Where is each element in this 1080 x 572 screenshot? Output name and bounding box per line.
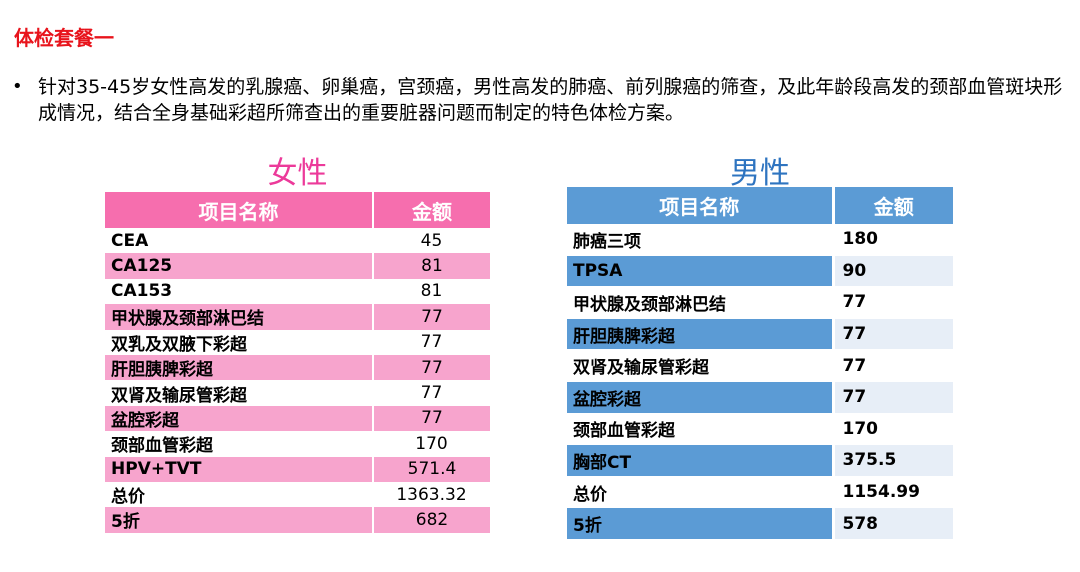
item-name: 双乳及双腋下彩超 [105, 329, 373, 355]
item-amount: 77 [373, 380, 490, 406]
item-name: 颈部血管彩超 [567, 413, 835, 446]
item-name: CEA [105, 228, 373, 254]
description-bullet: • 针对35-45岁女性高发的乳腺癌、卵巢癌，宫颈癌，男性高发的肺癌、前列腺癌的… [12, 74, 1072, 126]
page-title: 体检套餐一 [14, 26, 114, 50]
table-row: HPV+TVT 571.4 [105, 456, 490, 482]
item-amount: 81 [373, 253, 490, 279]
item-amount: 81 [373, 278, 490, 305]
item-name: CA153 [105, 278, 373, 305]
male-col-amount: 金额 [833, 187, 953, 224]
item-name: 5折 [105, 507, 374, 533]
bullet-icon: • [12, 76, 23, 97]
table-row: 5折 682 [105, 507, 490, 533]
female-table-header: 项目名称 金额 [105, 192, 490, 228]
item-amount: 45 [373, 228, 490, 254]
female-col-amount: 金额 [373, 192, 490, 228]
table-row: 甲状腺及颈部淋巴结 77 [105, 304, 490, 330]
item-name: 甲状腺及颈部淋巴结 [105, 304, 374, 330]
item-amount: 77 [373, 354, 490, 381]
table-row: 肺癌三项 180 [567, 224, 953, 256]
male-col-name: 项目名称 [567, 187, 835, 224]
table-row: 盆腔彩超 77 [105, 405, 490, 432]
item-amount: 77 [373, 329, 490, 355]
item-name: 肺癌三项 [567, 224, 835, 256]
item-amount: 180 [833, 224, 953, 256]
item-amount: 77 [833, 318, 953, 351]
table-row: 甲状腺及颈部淋巴结 77 [567, 286, 953, 319]
item-name: 总价 [567, 476, 835, 509]
table-row: 双肾及输尿管彩超 77 [105, 380, 490, 406]
table-row: 5折 578 [567, 507, 953, 540]
item-amount: 682 [373, 507, 490, 533]
item-name: TPSA [567, 255, 835, 288]
table-row: 盆腔彩超 77 [567, 381, 953, 414]
table-row: 胸部CT 375.5 [567, 444, 953, 477]
item-amount: 1363.32 [373, 481, 490, 508]
item-name: 肝胆胰脾彩超 [567, 318, 835, 351]
item-name: 双肾及输尿管彩超 [567, 349, 835, 382]
item-amount: 375.5 [833, 444, 953, 477]
item-amount: 170 [373, 431, 490, 457]
table-row: CA153 81 [105, 278, 490, 305]
item-name: 双肾及输尿管彩超 [105, 380, 373, 406]
item-name: 总价 [105, 481, 373, 508]
item-name: 肝胆胰脾彩超 [105, 354, 374, 381]
table-row: 肝胆胰脾彩超 77 [567, 318, 953, 351]
item-name: HPV+TVT [105, 456, 374, 482]
item-name: 盆腔彩超 [105, 405, 374, 432]
item-name: 盆腔彩超 [567, 381, 835, 414]
table-row: 颈部血管彩超 170 [105, 431, 490, 457]
item-amount: 1154.99 [833, 476, 953, 509]
table-row: 双肾及输尿管彩超 77 [567, 349, 953, 382]
item-name: CA125 [105, 253, 374, 279]
item-amount: 170 [833, 413, 953, 446]
item-amount: 578 [833, 507, 953, 540]
item-name: 颈部血管彩超 [105, 431, 373, 457]
item-name: 胸部CT [567, 444, 835, 477]
item-amount: 571.4 [373, 456, 490, 482]
table-row: 颈部血管彩超 170 [567, 413, 953, 446]
item-amount: 90 [833, 255, 953, 288]
table-row: 双乳及双腋下彩超 77 [105, 329, 490, 355]
item-amount: 77 [833, 286, 953, 319]
male-table-header: 项目名称 金额 [567, 187, 953, 224]
table-row: 肝胆胰脾彩超 77 [105, 354, 490, 381]
item-amount: 77 [373, 405, 490, 432]
table-row: CA125 81 [105, 253, 490, 279]
female-price-table: 项目名称 金额 CEA 45 CA125 81 CA153 81 甲状腺及颈部淋巴结 77 双乳… [105, 192, 490, 533]
item-amount: 77 [373, 304, 490, 330]
item-name: 甲状腺及颈部淋巴结 [567, 286, 835, 319]
table-row: 总价 1363.32 [105, 481, 490, 508]
female-col-name: 项目名称 [105, 192, 374, 228]
female-heading: 女性 [267, 156, 328, 191]
male-heading: 男性 [730, 156, 790, 191]
item-amount: 77 [833, 381, 953, 414]
table-row: CEA 45 [105, 228, 490, 254]
description-text: 针对35-45岁女性高发的乳腺癌、卵巢癌，宫颈癌，男性高发的肺癌、前列腺癌的筛查… [38, 76, 1063, 124]
item-name: 5折 [567, 507, 835, 540]
table-row: 总价 1154.99 [567, 476, 953, 509]
item-amount: 77 [833, 349, 953, 382]
table-row: TPSA 90 [567, 255, 953, 288]
male-price-table: 项目名称 金额 肺癌三项 180 TPSA 90 甲状腺及颈部淋巴结 77 肝胆胰脾彩超 77… [567, 187, 953, 540]
